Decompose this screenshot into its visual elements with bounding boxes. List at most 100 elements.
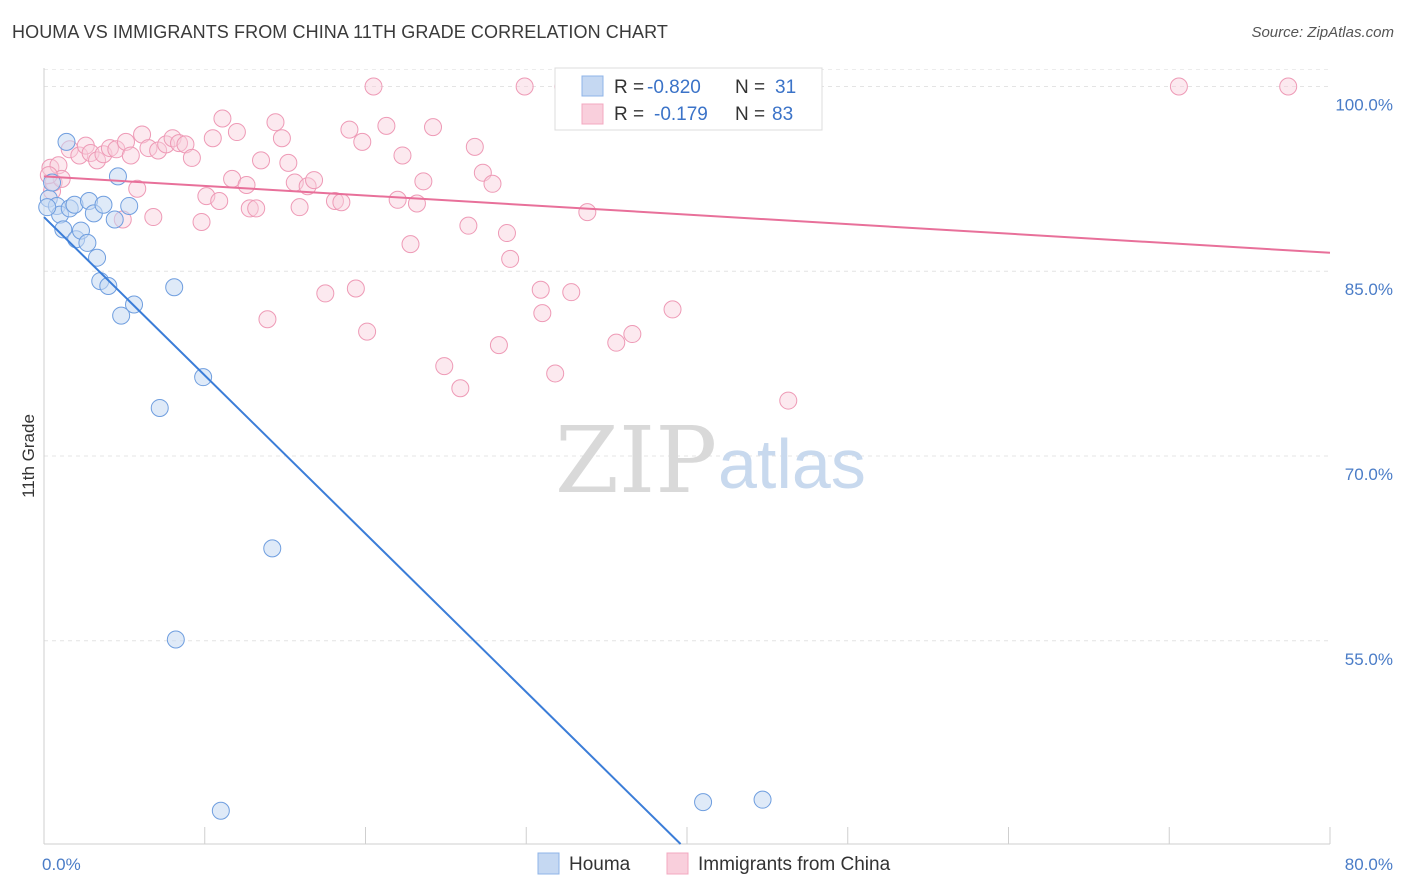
point-china-3	[49, 156, 68, 175]
point-china-40	[279, 153, 298, 172]
legend-houma-n-value: 31	[775, 77, 796, 98]
point-china-45	[316, 284, 335, 303]
series-legend: Houma Immigrants from China	[537, 852, 891, 875]
y-tick-label-0: 100.0%	[1335, 95, 1393, 114]
point-china-42	[290, 198, 309, 217]
point-houma-27	[263, 539, 282, 558]
point-china-62	[459, 216, 478, 235]
point-china-56	[401, 235, 420, 254]
series-houma-points	[38, 132, 772, 820]
point-china-68	[501, 249, 520, 268]
x-ticks	[43, 827, 1331, 844]
point-china-23	[170, 134, 189, 153]
legend-china-r-label: R =	[614, 104, 644, 125]
point-china-29	[210, 192, 229, 211]
legend-houma-r-value: -0.820	[647, 77, 701, 98]
legend-swatch-china	[581, 103, 604, 125]
point-china-38	[266, 113, 285, 132]
point-china-79	[779, 391, 798, 410]
legend-china-n-value: 83	[772, 104, 793, 125]
point-houma-17	[105, 210, 124, 229]
watermark-atlas: atlas	[718, 425, 866, 503]
x-tick-max: 80.0%	[1345, 855, 1393, 874]
point-china-75	[578, 203, 597, 222]
watermark-zip: ZIP	[555, 407, 717, 514]
point-china-11	[100, 139, 119, 158]
point-china-39	[272, 129, 291, 148]
y-tick-labels: 100.0% 85.0% 70.0% 55.0%	[1335, 95, 1393, 668]
y-tick-label-2: 70.0%	[1345, 465, 1393, 484]
point-china-66	[489, 336, 508, 355]
point-china-65	[483, 174, 502, 193]
point-china-71	[533, 304, 552, 323]
point-china-49	[346, 279, 365, 298]
point-china-44	[305, 171, 324, 190]
legend-bottom-houma: Houma	[569, 854, 631, 875]
legend-china-r-value: -0.179	[654, 104, 708, 125]
point-china-6	[70, 146, 89, 165]
point-china-36	[252, 151, 271, 170]
point-china-59	[424, 118, 443, 137]
point-china-8	[81, 143, 100, 162]
legend-houma-n-label: N =	[735, 77, 765, 98]
point-china-69	[515, 77, 534, 96]
point-china-61	[451, 379, 470, 398]
point-china-51	[358, 322, 377, 341]
point-china-26	[192, 212, 211, 231]
point-china-67	[497, 224, 516, 243]
point-china-37	[258, 310, 277, 329]
point-houma-1	[43, 173, 62, 192]
point-china-78	[663, 300, 682, 319]
point-china-60	[435, 357, 454, 376]
point-china-32	[227, 123, 246, 142]
legend-bottom-china: Immigrants from China	[698, 854, 891, 875]
point-china-53	[377, 116, 396, 135]
stats-legend: R = -0.820 N = 31 R = -0.179 N = 83	[554, 67, 823, 131]
point-houma-30	[38, 198, 57, 217]
trend-lines	[43, 175, 1331, 845]
trend-line-houma	[43, 216, 682, 845]
point-china-46	[325, 192, 344, 211]
point-houma-15	[94, 195, 113, 214]
point-china-81	[1279, 77, 1298, 96]
point-houma-29	[753, 790, 772, 809]
point-china-58	[414, 172, 433, 191]
point-houma-22	[150, 398, 169, 417]
point-houma-26	[211, 801, 230, 820]
point-china-80	[1169, 77, 1188, 96]
point-houma-28	[694, 793, 713, 812]
point-china-63	[465, 137, 484, 156]
point-china-33	[237, 176, 256, 195]
point-china-77	[623, 325, 642, 344]
point-china-76	[607, 333, 626, 352]
point-houma-10	[78, 233, 97, 252]
x-tick-min: 0.0%	[42, 855, 81, 874]
point-china-14	[116, 132, 135, 151]
y-tick-label-3: 55.0%	[1345, 650, 1393, 669]
point-houma-5	[57, 132, 76, 151]
point-china-30	[213, 109, 232, 128]
point-houma-23	[165, 278, 184, 297]
legend-bottom-swatch-houma	[537, 852, 560, 875]
point-china-70	[531, 280, 550, 299]
point-china-48	[340, 120, 359, 139]
point-houma-25	[194, 368, 213, 387]
watermark: ZIP atlas	[555, 407, 866, 514]
point-china-28	[203, 129, 222, 148]
point-china-50	[353, 132, 372, 151]
point-china-34	[240, 199, 259, 218]
gridlines	[44, 68, 1330, 642]
point-china-54	[388, 190, 407, 209]
point-china-72	[546, 364, 565, 383]
point-china-74	[562, 283, 581, 302]
point-china-16	[128, 179, 147, 198]
point-china-15	[121, 146, 140, 165]
point-china-47	[332, 193, 351, 212]
point-china-25	[182, 148, 201, 167]
point-china-55	[393, 146, 412, 165]
y-tick-label-1: 85.0%	[1345, 280, 1393, 299]
source-label: Source: ZipAtlas.com	[1251, 24, 1394, 41]
legend-china-n-label: N =	[735, 104, 765, 125]
point-houma-24	[166, 630, 185, 649]
